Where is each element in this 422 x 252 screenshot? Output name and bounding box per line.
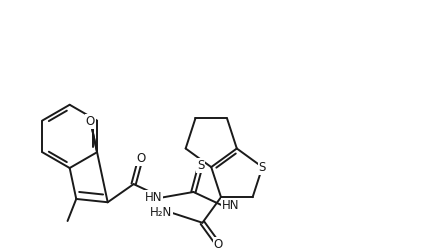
- Text: S: S: [197, 159, 204, 172]
- Text: O: O: [136, 152, 145, 165]
- Text: H₂N: H₂N: [150, 206, 172, 219]
- Text: S: S: [259, 161, 266, 174]
- Text: O: O: [86, 115, 95, 128]
- Text: HN: HN: [222, 199, 240, 212]
- Text: O: O: [214, 238, 223, 251]
- Text: HN: HN: [145, 191, 162, 204]
